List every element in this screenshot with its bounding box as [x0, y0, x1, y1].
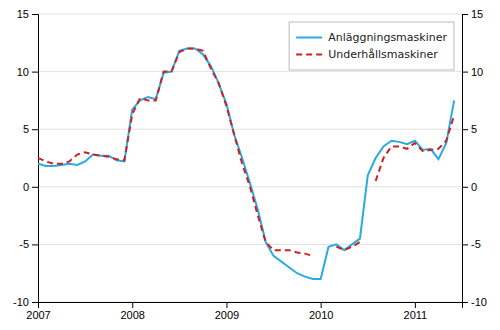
grid-line: [38, 129, 462, 130]
y-axis-tick-label: -10: [13, 296, 29, 308]
y2-axis-tick-label: 10: [471, 66, 483, 78]
x-axis-tick: 2007: [26, 302, 50, 321]
x-axis-tick: 2011: [404, 302, 428, 321]
grid-line: [38, 71, 462, 72]
x-axis-line: [39, 303, 463, 309]
y-axis-tick-label: 0: [23, 181, 29, 193]
x-axis-tick-label: 2007: [26, 309, 50, 321]
y-axis-tick-label: 5: [23, 123, 29, 135]
y2-axis-tick: 15: [462, 8, 483, 20]
y-axis-tick-mark: [32, 129, 38, 130]
y-axis-tick-mark: [32, 244, 38, 245]
y2-axis-line: [463, 15, 469, 303]
y-axis-tick: -10: [13, 296, 38, 308]
x-axis: 2007 2008 2009 2010 2011: [26, 302, 462, 321]
y2-axis-tick: 10: [462, 66, 483, 78]
x-axis-tick-mark: [321, 302, 322, 308]
y-axis-tick-mark: [32, 14, 38, 15]
plot: 2007 2008 2009 2010 2011 -10 -5 0 5 10 15 -10 -5 0 5 10…: [13, 8, 487, 321]
y2-axis-tick-mark: [462, 302, 468, 303]
chart: 2007 2008 2009 2010 2011 -10 -5 0 5 10 15 -10 -5 0 5 10…: [0, 0, 500, 330]
legend-box: [289, 22, 454, 70]
y2-axis-tick: 5: [462, 123, 477, 135]
legend-item: Underhållsmaskiner: [296, 48, 438, 61]
x-axis-tick: 2010: [309, 302, 333, 321]
y-axis-tick: 15: [17, 8, 38, 20]
x-axis-tick-label: 2009: [215, 309, 239, 321]
legend-label: Underhållsmaskiner: [328, 48, 438, 61]
y-axis: -10 -5 0 5 10 15: [13, 8, 38, 308]
series-line: [38, 49, 454, 256]
y2-axis-tick: -5: [462, 238, 481, 250]
y2-axis-tick-mark: [462, 244, 468, 245]
y2-axis-tick-label: 15: [471, 8, 483, 20]
x-axis-tick-label: 2008: [120, 309, 144, 321]
y-axis-tick-label: 10: [17, 66, 29, 78]
series-line: [38, 49, 454, 279]
x-axis-tick-mark: [132, 302, 133, 308]
legend-swatch: [296, 37, 322, 39]
y2-axis: -10 -5 0 5 10 15: [462, 8, 487, 308]
y-axis-line: [32, 15, 39, 303]
y2-axis-tick: -10: [462, 296, 487, 308]
y2-axis-tick-mark: [462, 72, 468, 73]
y-axis-tick: -5: [19, 238, 38, 250]
x-axis-tick: 2009: [215, 302, 239, 321]
y2-axis-tick-label: 0: [471, 181, 477, 193]
x-axis-tick-label: 2011: [404, 309, 428, 321]
x-axis-tick-mark: [226, 302, 227, 308]
y2-axis-tick-mark: [462, 14, 468, 15]
y-axis-tick-mark: [32, 302, 38, 303]
y2-axis-tick-mark: [462, 129, 468, 130]
legend: Anläggningsmaskiner Underhållsmaskiner: [289, 22, 454, 70]
x-axis-tick-label: 2010: [309, 309, 333, 321]
y-axis-tick: 5: [23, 123, 38, 135]
y-axis-tick-label: -5: [19, 238, 29, 250]
x-axis-tick: 2008: [120, 302, 144, 321]
legend-label: Anläggningsmaskiner: [328, 31, 447, 44]
y2-axis-tick-label: 5: [471, 123, 477, 135]
grid: [38, 14, 462, 302]
y2-axis-tick-mark: [462, 187, 468, 188]
lines: [38, 49, 454, 279]
grid-line: [38, 14, 462, 15]
y-axis-tick-mark: [32, 72, 38, 73]
x-axis-tick-mark: [415, 302, 416, 308]
y2-axis-tick: 0: [462, 181, 477, 193]
y2-axis-tick-label: -10: [471, 296, 487, 308]
grid-line: [38, 244, 462, 245]
y-axis-tick: 10: [17, 66, 38, 78]
y2-axis-tick-label: -5: [471, 238, 481, 250]
y-axis-tick: 0: [23, 181, 38, 193]
y-axis-tick-mark: [32, 187, 38, 188]
legend-swatch: [296, 54, 322, 56]
legend-item: Anläggningsmaskiner: [296, 31, 447, 44]
y-axis-tick-label: 15: [17, 8, 29, 20]
